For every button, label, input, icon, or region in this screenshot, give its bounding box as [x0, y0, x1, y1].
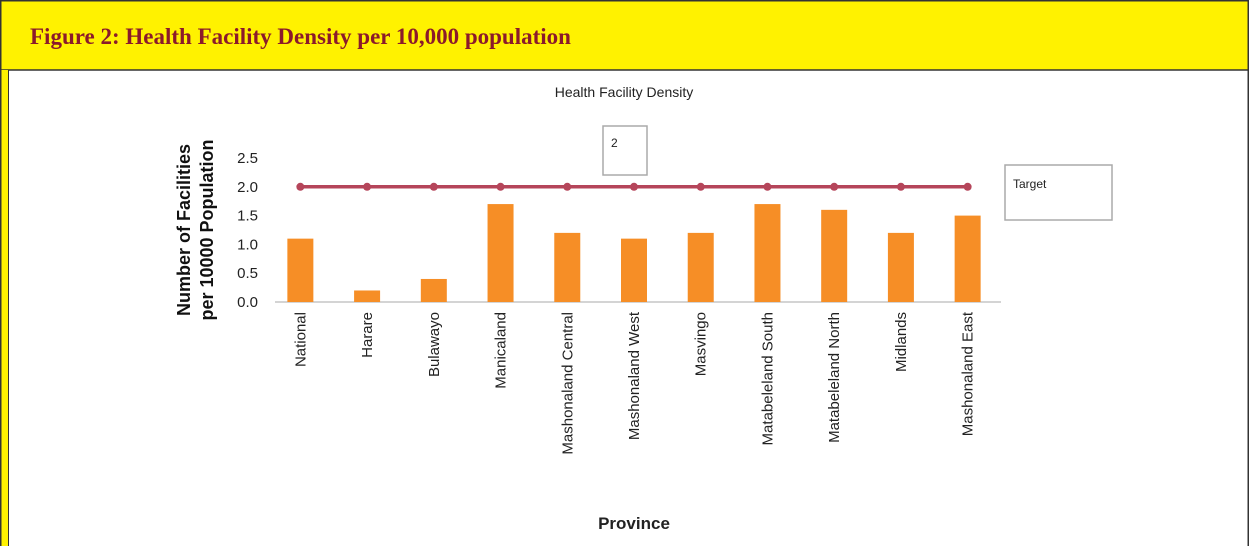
- x-tick-label: Matabeleland North: [826, 312, 843, 443]
- bar: [887, 232, 914, 302]
- bar: [687, 232, 714, 302]
- bar: [954, 215, 981, 302]
- x-tick-label: National: [292, 312, 309, 367]
- x-tick-label: Harare: [359, 312, 376, 358]
- chart-title: Health Facility Density: [555, 84, 694, 100]
- x-tick-label: Mashonaland West: [626, 311, 643, 440]
- bar: [287, 238, 314, 302]
- bar: [821, 209, 848, 302]
- data-label: 2: [611, 136, 618, 150]
- bar: [554, 232, 581, 302]
- y-axis-label: per 10000 Population: [197, 139, 217, 320]
- bar: [354, 290, 381, 302]
- y-tick-label: 1.5: [237, 208, 258, 225]
- target-marker: [296, 182, 305, 191]
- target-marker: [763, 182, 772, 191]
- x-tick-label: Mashonaland East: [960, 311, 977, 436]
- bar: [420, 278, 447, 302]
- y-tick-label: 0.5: [237, 265, 258, 282]
- y-axis-label: Number of Facilities: [174, 144, 194, 316]
- bar: [754, 204, 781, 302]
- y-tick-label: 2.0: [237, 179, 258, 196]
- bar: [621, 238, 647, 302]
- x-axis-label: Province: [598, 514, 670, 533]
- data-label-box: [602, 125, 648, 176]
- x-tick-label: Mashonaland Central: [559, 312, 576, 455]
- legend-box: [1004, 164, 1113, 221]
- target-marker: [496, 182, 505, 191]
- y-tick-label: 0.0: [237, 294, 258, 311]
- y-tick-label: 1.0: [237, 236, 258, 253]
- figure-title: Figure 2: Health Facility Density per 10…: [30, 24, 571, 49]
- bar: [487, 204, 514, 302]
- target-marker: [563, 182, 572, 191]
- header-bar: [0, 0, 1249, 70]
- x-tick-label: Midlands: [893, 312, 910, 372]
- x-tick-label: Matabeleland South: [759, 312, 776, 445]
- side-strip: [0, 70, 8, 546]
- x-tick-label: Bulawayo: [426, 312, 443, 377]
- y-tick-label: 2.5: [237, 150, 258, 167]
- legend-label: Target: [1013, 177, 1047, 191]
- x-tick-label: Manicaland: [493, 312, 510, 389]
- target-marker: [963, 182, 972, 191]
- target-marker: [630, 182, 638, 191]
- target-marker: [830, 182, 839, 191]
- target-marker: [696, 182, 705, 191]
- target-marker: [896, 182, 905, 191]
- target-marker: [363, 182, 372, 191]
- target-marker: [429, 182, 438, 191]
- x-tick-label: Masvingo: [693, 312, 710, 376]
